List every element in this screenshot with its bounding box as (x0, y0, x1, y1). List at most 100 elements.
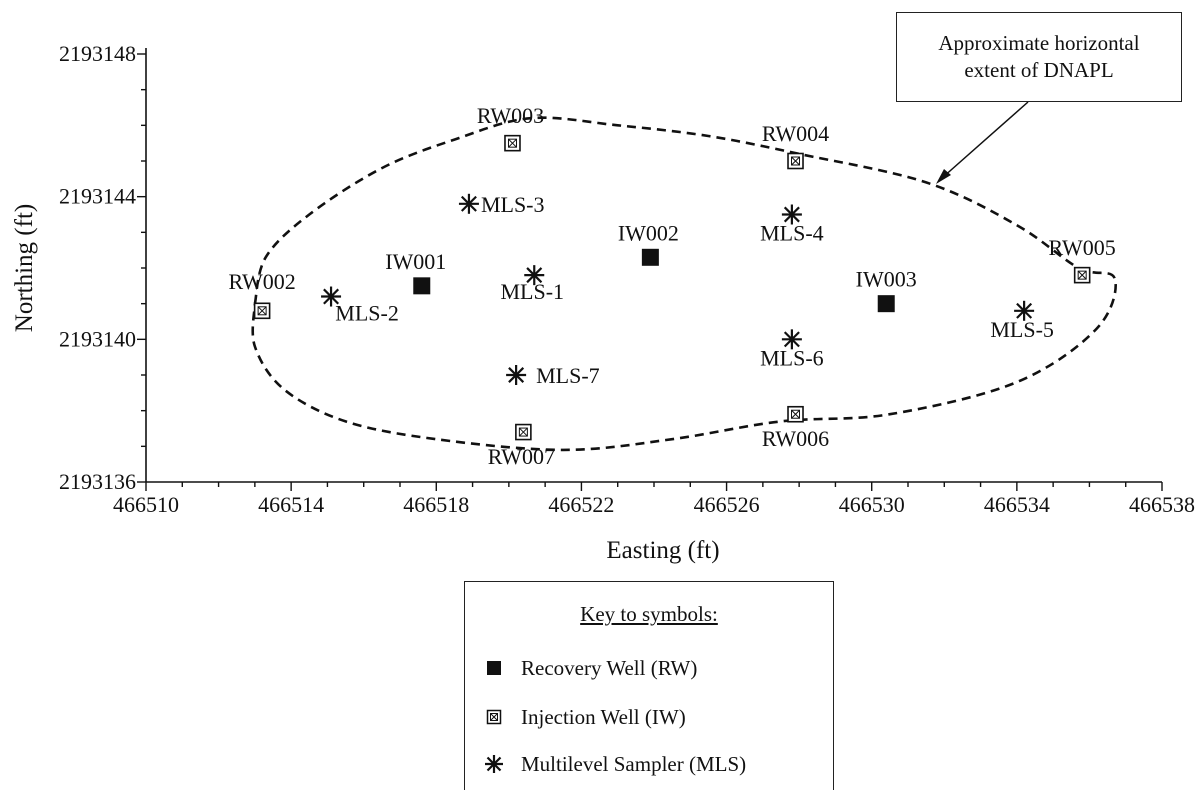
dnapl-annotation-box: Approximate horizontal extent of DNAPL (896, 12, 1182, 102)
marker-stroke (783, 331, 800, 348)
well-mls-5: MLS-5 (990, 300, 1054, 342)
injection-well-marker (253, 302, 271, 320)
well-mls-1: MLS-1 (500, 265, 564, 304)
marker-inner (257, 306, 267, 316)
dnapl-extent-outline (251, 116, 1117, 452)
well-rw006: RW006 (762, 405, 829, 451)
marker-stroke (526, 267, 543, 284)
well-rw007: RW007 (488, 423, 555, 469)
point-label: MLS-4 (760, 221, 824, 246)
well-iw003: IW003 (856, 267, 917, 313)
x-tick-label: 466530 (839, 492, 905, 517)
marker-cross (791, 409, 800, 419)
data-points: RW002 RW003 RW004 RW005 RW006 RW007 IW001 IW002… (228, 103, 1115, 469)
legend-item-recovery: Recovery Well (RW) (483, 653, 697, 683)
point-label: RW003 (477, 103, 544, 128)
multilevel-sampler-marker (506, 365, 527, 385)
marker-cross (791, 156, 800, 166)
x-tick-label: 466526 (694, 492, 760, 517)
marker-inner (518, 427, 528, 437)
legend-title: Key to symbols: (580, 602, 718, 626)
point-label: IW001 (385, 249, 446, 274)
legend-item-label: Injection Well (IW) (521, 704, 686, 729)
marker-inner (1077, 270, 1087, 280)
recovery-well-marker (877, 295, 895, 313)
injection-well-icon (486, 709, 502, 725)
recovery-well-marker (641, 248, 659, 266)
point-label: RW002 (228, 269, 295, 294)
axes: 2193136 2193140 2193144 2193148 466510 466514… (59, 41, 1195, 517)
well-mls-3: MLS-3 (458, 192, 545, 217)
well-rw003: RW003 (477, 103, 544, 152)
multilevel-sampler-marker (524, 265, 545, 286)
well-iw002: IW002 (618, 220, 679, 266)
multilevel-sampler-marker (321, 286, 342, 307)
point-label: MLS-3 (481, 192, 545, 217)
marker-stroke (1016, 302, 1033, 319)
marker-inner (791, 409, 801, 419)
injection-well-marker (787, 152, 804, 170)
point-label: RW006 (762, 426, 829, 451)
well-mls-7: MLS-7 (506, 363, 600, 388)
legend-item-injection: Injection Well (IW) (483, 702, 686, 732)
marker-inner (791, 156, 801, 166)
y-tick-label: 2193144 (59, 184, 136, 209)
x-tick-label: 466510 (113, 492, 179, 517)
y-tick-label: 2193136 (59, 469, 136, 494)
marker-stroke (783, 206, 800, 223)
multilevel-sampler-marker (1014, 300, 1035, 321)
legend: Key to symbols: Recovery Well (RW) Injec… (464, 581, 834, 790)
injection-well-marker (515, 423, 532, 441)
well-rw004: RW004 (762, 121, 829, 170)
well-mls-4: MLS-4 (760, 204, 824, 246)
marker-cross (519, 427, 528, 437)
y-tick-label: 2193148 (59, 41, 136, 66)
x-tick-label: 466538 (1129, 492, 1195, 517)
multilevel-sampler-marker (458, 193, 479, 214)
marker-stroke (508, 367, 525, 383)
point-label: MLS-2 (335, 301, 399, 326)
x-axis-label: Easting (ft) (606, 537, 719, 564)
well-iw001: IW001 (385, 249, 446, 295)
injection-well-marker (504, 134, 521, 152)
y-axis-label: Northing (ft) (11, 204, 38, 332)
marker-cross (1077, 270, 1087, 280)
point-label: RW005 (1049, 235, 1116, 260)
y-tick-label: 2193140 (59, 326, 136, 351)
annotation-arrow (936, 101, 1029, 184)
legend-item-mls: Multilevel Sampler (MLS) (483, 749, 746, 779)
annotation-line-2: extent of DNAPL (964, 58, 1114, 82)
well-rw005: RW005 (1049, 235, 1116, 284)
point-label: MLS-1 (500, 279, 564, 304)
marker-stroke (323, 288, 340, 305)
x-tick-label: 466514 (258, 492, 324, 517)
recovery-well-icon (487, 661, 501, 675)
recovery-well-marker (413, 277, 431, 295)
injection-well-marker (787, 405, 804, 423)
well-mls-6: MLS-6 (760, 329, 824, 370)
marker-cross (508, 138, 517, 148)
marker-cross (257, 306, 267, 316)
point-label: MLS-6 (760, 345, 824, 370)
annotation-line-1: Approximate horizontal (938, 31, 1140, 55)
injection-well-marker (1073, 266, 1091, 284)
point-label: RW004 (762, 121, 829, 146)
x-tick-label: 466522 (548, 492, 614, 517)
point-label: MLS-7 (536, 363, 600, 388)
point-label: MLS-5 (990, 317, 1054, 342)
well-rw002: RW002 (228, 269, 296, 320)
marker-stroke (460, 195, 477, 212)
point-label: RW007 (488, 444, 555, 469)
x-tick-label: 466534 (984, 492, 1050, 517)
legend-item-label: Multilevel Sampler (MLS) (521, 751, 747, 776)
multilevel-sampler-marker (781, 329, 802, 350)
multilevel-sampler-icon (485, 755, 503, 773)
legend-item-label: Recovery Well (RW) (521, 655, 698, 680)
multilevel-sampler-marker (781, 204, 802, 225)
x-tick-label: 466518 (403, 492, 469, 517)
marker-inner (507, 138, 517, 148)
point-label: IW003 (856, 267, 917, 292)
point-label: IW002 (618, 220, 679, 245)
well-mls-2: MLS-2 (321, 286, 399, 326)
